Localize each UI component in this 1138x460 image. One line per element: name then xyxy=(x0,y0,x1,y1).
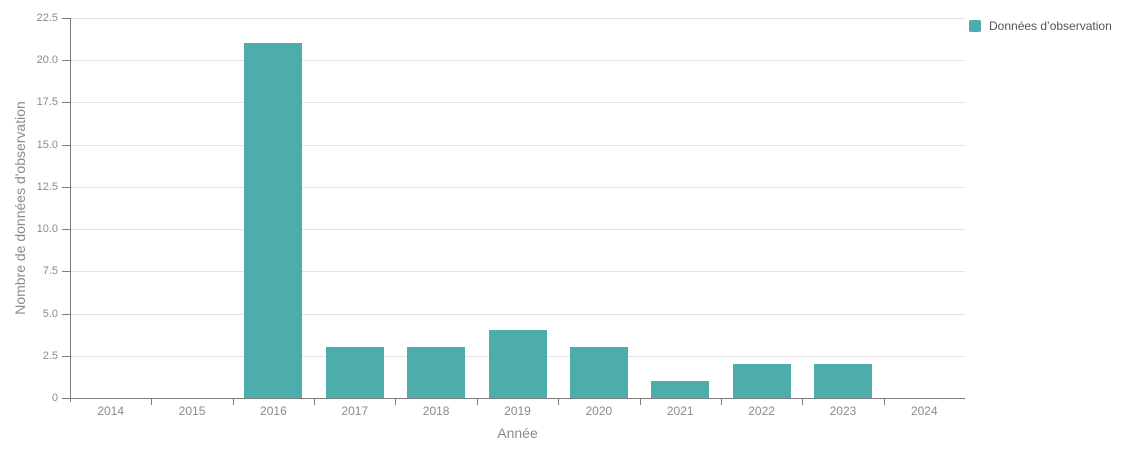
y-axis-tick xyxy=(62,144,70,146)
x-tick-label-2022: 2022 xyxy=(748,404,775,418)
x-axis-tick xyxy=(314,399,316,405)
x-axis-tick xyxy=(802,399,804,405)
x-axis-tick xyxy=(151,399,153,405)
legend-item[interactable]: Données d’observation xyxy=(969,19,1112,33)
gridline xyxy=(70,271,965,273)
y-axis-tick xyxy=(62,355,70,357)
y-axis-tick xyxy=(62,271,70,273)
y-axis-tick xyxy=(62,313,70,315)
x-tick-label-2014: 2014 xyxy=(97,404,125,418)
gridline xyxy=(70,60,965,62)
x-axis-tick xyxy=(476,399,478,405)
gridline xyxy=(70,18,965,19)
y-axis-tick xyxy=(62,18,70,19)
x-tick-label-2015: 2015 xyxy=(178,404,206,418)
x-tick-label-2021: 2021 xyxy=(666,404,694,418)
y-axis-tick xyxy=(62,229,70,231)
x-tick-label-2023: 2023 xyxy=(829,404,857,418)
y-axis-title: Nombre de données d'observation xyxy=(12,101,28,315)
x-axis-tick xyxy=(639,399,641,405)
x-axis-tick xyxy=(395,399,397,405)
y-tick-label: 17.5 xyxy=(36,96,58,109)
x-tick-label-2018: 2018 xyxy=(422,404,450,418)
legend-label: Données d’observation xyxy=(989,19,1112,33)
y-axis-tick xyxy=(62,102,70,104)
y-tick-label: 10.0 xyxy=(36,223,58,236)
y-tick-label: 20.0 xyxy=(36,54,58,67)
x-tick-label-2020: 2020 xyxy=(585,404,613,418)
y-axis-tick xyxy=(62,398,70,399)
y-tick-label: 0 xyxy=(51,392,58,404)
x-axis-tick xyxy=(720,399,722,405)
x-tick-label-2024: 2024 xyxy=(910,404,938,418)
y-tick-label: 12.5 xyxy=(36,180,58,193)
x-tick-label-2016: 2016 xyxy=(260,404,287,418)
x-tick-label-2019: 2019 xyxy=(504,404,531,418)
y-tick-label: 2.5 xyxy=(42,349,58,362)
x-axis-line xyxy=(70,398,965,399)
y-axis-tick xyxy=(62,186,70,188)
legend-swatch xyxy=(969,20,981,32)
gridline xyxy=(70,313,965,315)
bar-2017[interactable] xyxy=(325,347,384,398)
x-axis-tick xyxy=(558,399,560,405)
y-tick-label: 5.0 xyxy=(42,307,58,320)
gridline xyxy=(70,186,965,188)
bar-2021[interactable] xyxy=(651,381,710,398)
y-axis-line xyxy=(70,18,71,402)
x-axis-tick xyxy=(883,399,885,405)
y-tick-label: 22.5 xyxy=(36,12,58,24)
x-axis-title: Année xyxy=(497,425,538,441)
y-axis-tick xyxy=(62,60,70,62)
gridline xyxy=(70,144,965,146)
bar-2019[interactable] xyxy=(488,330,547,398)
x-tick-label-2017: 2017 xyxy=(341,404,369,418)
y-tick-label: 15.0 xyxy=(36,138,58,151)
gridline xyxy=(70,229,965,231)
x-axis-tick xyxy=(232,399,234,405)
gridline xyxy=(70,102,965,104)
bar-2016[interactable] xyxy=(244,43,303,398)
bar-2018[interactable] xyxy=(407,347,466,398)
bar-2020[interactable] xyxy=(569,347,628,398)
y-tick-label: 7.5 xyxy=(42,265,58,278)
bar-2022[interactable] xyxy=(732,364,791,398)
bar-2023[interactable] xyxy=(813,364,872,398)
